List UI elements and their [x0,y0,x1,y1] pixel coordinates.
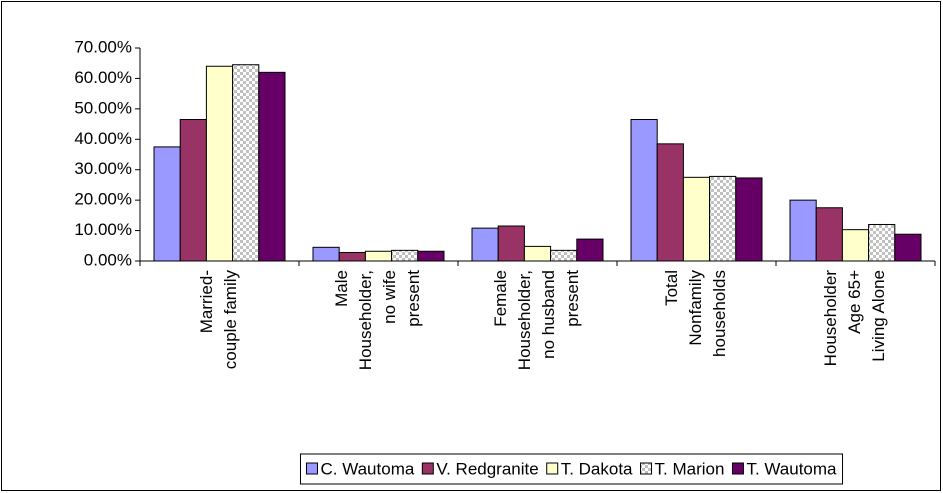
bar [523,245,552,262]
legend-label: T. Dakota [561,459,633,478]
legend: C. Wautoma V. Redgranite T. Dakota T. Mario… [299,453,844,485]
legend-swatch [421,462,434,475]
x-tick-label: present [404,270,423,327]
y-tick-label: 50.00% [74,98,132,117]
bar [232,64,260,262]
legend-box [299,453,844,485]
x-tick-label: Married- [197,270,216,333]
bar [868,223,896,262]
bar [312,246,340,262]
y-tick-label: 30.00% [74,159,132,178]
x-tick-label: Female [491,270,510,327]
bar [417,250,445,262]
bar [815,207,843,262]
legend-swatch [305,462,318,475]
y-tick-label: 0.00% [84,250,132,269]
x-tick-label: households [710,270,729,357]
legend-label: T. Wautoma [746,459,837,478]
y-tick-label: 20.00% [74,190,132,209]
x-tick-label: no wife [380,270,399,324]
bar [391,249,419,262]
bar [258,71,286,262]
bar [205,65,234,262]
y-tick-label: 40.00% [74,129,132,148]
bar [682,176,711,262]
x-tick-label: present [563,270,582,327]
x-tick-label: couple family [221,270,240,370]
bar [576,238,604,262]
x-tick-label: Nonfamily [686,270,705,346]
x-tick-label: Age 65+ [845,270,864,334]
y-tick-label: 70.00% [74,37,132,56]
legend-swatch [640,462,653,475]
bar [841,229,870,262]
bar [709,175,737,262]
y-tick-label: 10.00% [74,220,132,239]
x-tick-label: Householder [821,270,840,367]
bar [735,177,763,262]
bar [894,233,922,262]
y-tick-label: 60.00% [74,68,132,87]
bar [179,119,207,262]
x-tick-label: Living Alone [869,270,888,362]
x-tick-label: Householder, [515,270,534,370]
bar [789,199,817,262]
bar [338,251,366,262]
legend-label: V. Redgranite [436,459,538,478]
bar [630,119,658,262]
x-tick-label: Householder, [356,270,375,370]
bar [471,227,499,262]
bar [550,249,578,262]
x-tick-label: Total [662,270,681,306]
legend-swatch [546,462,559,475]
bar [153,146,181,262]
legend-label: T. Marion [655,459,725,478]
bar [497,225,525,262]
bar [656,143,684,262]
x-tick-label: Male [332,270,351,307]
x-tick-label: no husband [539,270,558,359]
legend-label: C. Wautoma [320,459,414,478]
bar [364,250,393,262]
legend-swatch [731,462,744,475]
